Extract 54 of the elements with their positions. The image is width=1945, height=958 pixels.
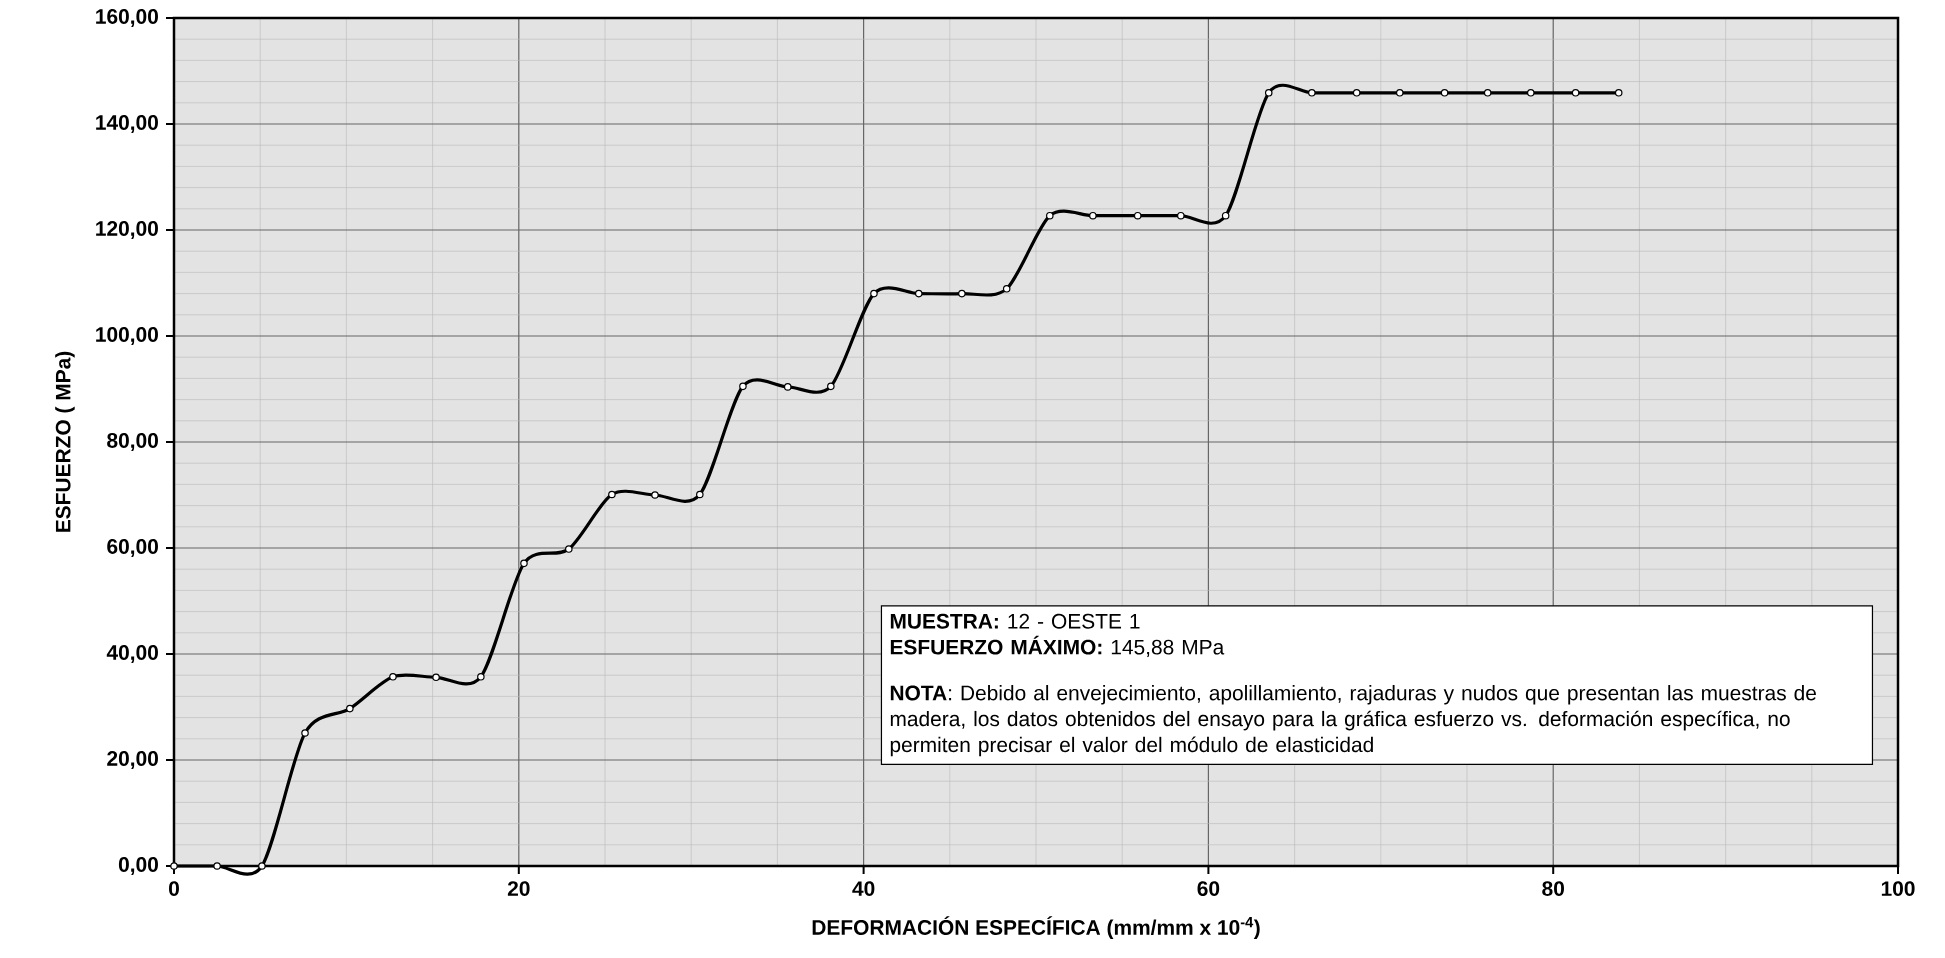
annotation: NOTA: Debido al envejecimiento, apolillamiento, rajaduras y nudos que presentan las muestras de madera, los datos obtenidos del ensayo para la gráfica esfuerzo vs. deformación específica, no permiten precisar el valor del módulo de elasticidad (890, 685, 1816, 757)
point (1308, 89, 1316, 97)
y-tick-label: 100,00 (96, 327, 158, 345)
point (170, 862, 178, 870)
y-tick-label: 40,00 (106, 645, 158, 663)
point (1395, 89, 1404, 97)
point (1221, 211, 1230, 220)
point (1177, 211, 1185, 220)
point (739, 382, 747, 391)
point (213, 862, 221, 870)
y-tick-label: 80,00 (107, 433, 158, 451)
x-tick-label: 0 (169, 881, 179, 896)
point (432, 673, 440, 682)
point (958, 289, 966, 298)
y-tick-label: 160,00 (96, 9, 158, 27)
x-tick-label: 100 (1881, 881, 1915, 896)
point (1440, 89, 1449, 97)
y-tick-label: 60,00 (107, 539, 158, 557)
y-tick-label: 20,00 (107, 751, 158, 769)
y-tick-label: 120,00 (96, 221, 158, 239)
point (565, 545, 573, 553)
point (783, 383, 792, 391)
point (1483, 89, 1492, 97)
y-tick-label: 140,00 (96, 115, 158, 133)
y-tick-label: 0,00 (118, 857, 158, 875)
point (389, 673, 397, 681)
x-tick-label: 20 (507, 881, 530, 896)
point (477, 673, 485, 681)
annotation: MUESTRA: 12 - OESTE 1 (890, 613, 1140, 629)
point (651, 491, 659, 499)
point (520, 559, 528, 568)
point (1046, 211, 1054, 220)
point (301, 729, 309, 737)
point (827, 382, 835, 391)
point (1352, 89, 1361, 97)
annotation: ESFUERZO MÁXIMO: 145,88 MPa (890, 635, 1225, 658)
x-tick-label: 80 (1542, 881, 1564, 896)
point (608, 490, 616, 499)
point (346, 704, 354, 713)
point (1614, 89, 1623, 97)
point (1089, 211, 1097, 220)
x-tick-label: 60 (1197, 881, 1220, 896)
point (696, 490, 704, 499)
point (914, 289, 923, 298)
point (870, 289, 878, 298)
x-tick-label: 40 (852, 881, 875, 896)
point (1264, 89, 1273, 97)
point (258, 862, 266, 870)
point (1527, 89, 1535, 97)
y-axis-title: ESFUERZO ( MPa) (55, 351, 75, 532)
point (1002, 285, 1011, 293)
point (1133, 211, 1142, 220)
x-axis-title: DEFORMACIÓN ESPECÍFICA (mm/mm x 10$^{-4}$) (812, 916, 1260, 940)
point (1571, 89, 1580, 97)
